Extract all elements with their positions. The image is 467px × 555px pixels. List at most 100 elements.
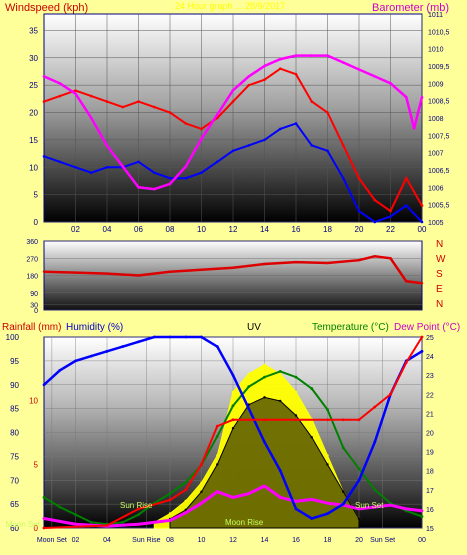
climate-x-tick: Sun Rise (132, 537, 161, 544)
barometer-point (137, 186, 140, 189)
barometer-point (326, 54, 329, 57)
average-point (89, 171, 93, 175)
average-point (404, 204, 408, 207)
gust-point (326, 111, 329, 114)
compass-label: N (436, 299, 443, 310)
wind-y-tick: 10 (29, 163, 38, 172)
humidity-y-tick: 80 (10, 429, 19, 438)
direction-point (326, 261, 329, 265)
temperature-point (42, 496, 46, 499)
barometer-point (89, 116, 93, 120)
average-point (326, 149, 329, 153)
barometer-line (43, 54, 424, 191)
barometer-y-tick: 1011 (428, 12, 443, 19)
humidity-point (357, 478, 361, 482)
direction-y-tick: 270 (26, 256, 38, 263)
uv-point (294, 390, 298, 394)
temperature-point (137, 513, 140, 517)
annotation-label: Moon Set (6, 520, 41, 529)
climate-x-tick: 14 (261, 537, 269, 544)
temperature-point (278, 369, 282, 373)
barometer-y-tick: 1010,5 (428, 29, 450, 36)
wind-x-tick: 16 (292, 225, 301, 234)
average-point (231, 149, 235, 153)
wind-x-tick: 02 (71, 225, 80, 234)
average-point (42, 155, 46, 158)
rain-point (215, 424, 219, 428)
average-point (200, 171, 203, 175)
direction-y-tick: 90 (30, 291, 38, 298)
direction-point (373, 255, 376, 258)
barometer-right-axis: 1011 1010,5 1010 1009,5 1009 1008,5 1008 1007,5… (428, 12, 450, 227)
barometer-point (294, 54, 298, 57)
direction-point (405, 280, 408, 283)
barometer-point (152, 187, 156, 191)
uv-point (326, 454, 329, 457)
rain-point (294, 418, 298, 422)
gust-point (74, 89, 77, 92)
barometer-y-tick: 1008 (428, 116, 444, 123)
wind-series-group (42, 54, 424, 224)
wind-x-tick: 14 (260, 225, 269, 234)
gust-point (373, 198, 377, 202)
wind-x-tick: 10 (197, 225, 206, 234)
humidity-point (137, 340, 140, 344)
humidity-point (152, 335, 156, 339)
barometer-y-tick: 1007 (428, 151, 444, 158)
rain-point (373, 405, 377, 409)
gust-point (58, 94, 62, 98)
solar-point (326, 463, 329, 466)
gust-point (310, 100, 314, 103)
rain-point (326, 418, 329, 422)
uv-point (216, 454, 219, 457)
wind-y-tick: 25 (29, 81, 38, 90)
wind-x-tick: 00 (418, 225, 427, 234)
temperature-point (74, 513, 77, 517)
average-point (58, 160, 62, 164)
wind-gridlines (44, 14, 423, 223)
average-point (310, 144, 314, 147)
humidity-axis: 60 65 70 75 80 85 90 95 100 (6, 333, 20, 533)
compass-label: W (436, 254, 446, 265)
solar-point (294, 414, 298, 417)
wind-x-tick: 08 (166, 225, 175, 234)
barometer-point (373, 75, 377, 78)
barometer-point (168, 182, 172, 186)
gust-point (231, 100, 235, 103)
rain-point (184, 488, 188, 492)
wind-x-tick: 06 (134, 225, 143, 234)
dewpoint-point (404, 507, 408, 511)
temp-y-tick: 20 (426, 431, 434, 438)
wind-x-tick: 20 (355, 225, 364, 234)
gust-point (121, 105, 125, 109)
humidity-y-tick: 90 (10, 381, 19, 390)
rain-point (200, 462, 203, 466)
barometer-point (121, 165, 125, 168)
climate-x-tick: 08 (166, 537, 174, 544)
average-point (294, 122, 298, 125)
barometer-y-tick: 1005 (428, 220, 444, 227)
dewpoint-point (184, 511, 188, 515)
barometer-point (105, 144, 109, 148)
average-point (247, 144, 251, 147)
temperature-point (294, 375, 298, 379)
direction-y-tick: 30 (30, 302, 38, 309)
barometer-point (200, 137, 203, 141)
uv-point (263, 363, 266, 366)
wind-y-tick: 15 (29, 136, 38, 145)
gust-point (42, 100, 46, 103)
barometer-y-tick: 1009 (428, 81, 444, 88)
humidity-point (341, 502, 345, 506)
rain-y-tick: 5 (34, 460, 39, 469)
average-point (420, 220, 424, 224)
dewpoint-point (278, 496, 282, 499)
humidity-point (89, 354, 93, 358)
temperature-title: Temperature (°C) (312, 322, 389, 333)
wind-y-tick: 35 (29, 26, 38, 35)
gust-point (404, 176, 408, 180)
climate-panel: 60 65 70 75 80 85 90 95 100 0 5 10 15 16 17 18 19 20 21 2… (6, 333, 434, 544)
humidity-y-tick: 75 (10, 452, 19, 461)
temp-y-tick: 23 (426, 373, 434, 380)
